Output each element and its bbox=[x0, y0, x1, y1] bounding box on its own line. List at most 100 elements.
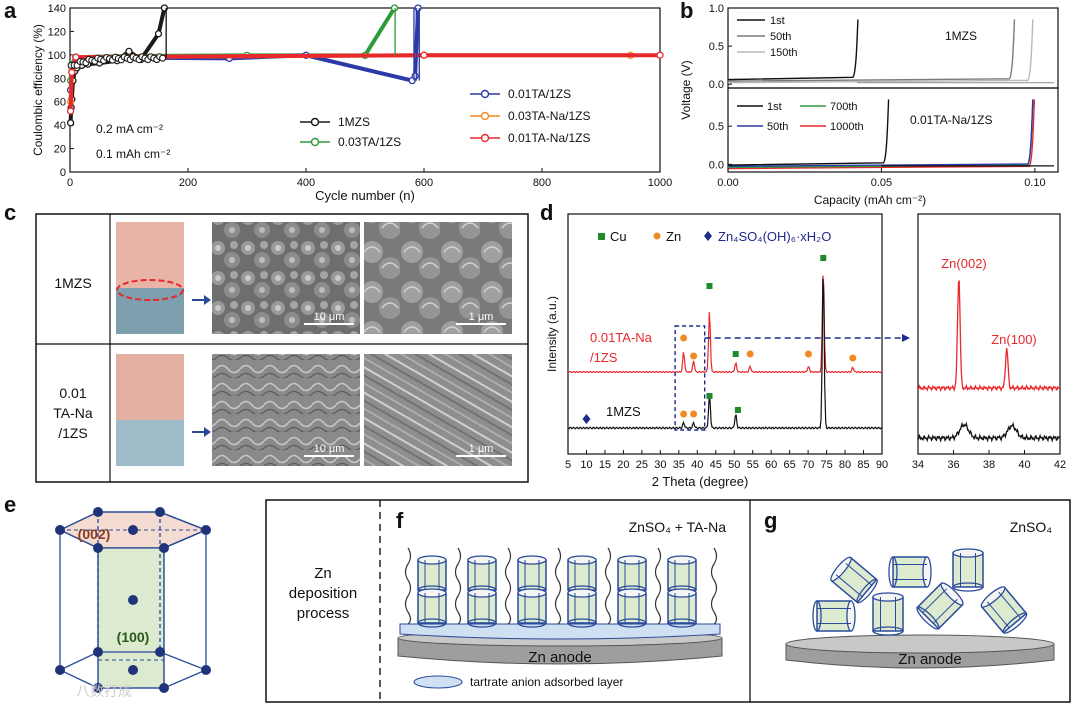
hex-prism-body bbox=[816, 600, 852, 632]
chart-d-frame bbox=[567, 213, 883, 455]
chart-d-inset-red-line bbox=[917, 279, 1061, 393]
panel-label-g: g bbox=[764, 508, 778, 533]
process-label: process bbox=[297, 605, 350, 622]
hex-prism-body bbox=[417, 592, 447, 624]
peak-marker-zn bbox=[680, 410, 688, 418]
legend-marker-zhs bbox=[704, 231, 712, 241]
hex-prism-body bbox=[617, 559, 647, 591]
atom-dot bbox=[93, 683, 103, 693]
chart-a-legend-label: 0.03TA-Na/1ZS bbox=[508, 109, 590, 123]
panel-f-title: ZnSO₄ + TA-Na bbox=[629, 519, 727, 535]
hex-prism-body bbox=[892, 556, 928, 588]
hex-prism-body bbox=[467, 559, 497, 591]
panel-c-sem: 1MZS 0.01 TA-Na/1ZS 10 μm 1 μm 10 μm 1 μm bbox=[35, 213, 529, 483]
panel-g-title: ZnSO₄ bbox=[1010, 519, 1053, 535]
hex-prism-edge bbox=[922, 588, 948, 614]
atom-dot bbox=[128, 595, 138, 605]
sem-image bbox=[212, 222, 360, 334]
chart-d-xtick-label: 30 bbox=[654, 459, 666, 471]
chart-d-xtick-label: 50 bbox=[728, 459, 740, 471]
hex-prism-top bbox=[617, 555, 647, 565]
chart-a-xtick-label: 800 bbox=[533, 177, 551, 189]
chart-a-legend-marker bbox=[480, 89, 490, 99]
hex-prism-body bbox=[872, 596, 904, 632]
chart-b-series-line bbox=[727, 19, 1016, 82]
hex-prism bbox=[812, 600, 856, 632]
peak-marker-cu bbox=[706, 393, 713, 399]
chart-d-legend-label: Zn bbox=[666, 229, 681, 244]
panel-label-f: f bbox=[396, 508, 404, 533]
chart-d-xtick-label: 65 bbox=[784, 459, 796, 471]
hex-prism-body bbox=[517, 592, 547, 624]
hex-prism-top bbox=[667, 555, 697, 565]
atom-dot bbox=[201, 665, 211, 675]
chart-a-series-band bbox=[68, 53, 660, 112]
hex-prism-top bbox=[617, 588, 647, 598]
hex-prism bbox=[617, 588, 647, 628]
hex-prism-top bbox=[417, 588, 447, 598]
adsorbed-layer-legend-icon bbox=[413, 675, 463, 689]
panel-e-crystal: (002) (100) 八数打成 bbox=[55, 507, 211, 699]
peak-marker-zn bbox=[690, 410, 698, 418]
chart-d-inset-peak-label: Zn(002) bbox=[941, 256, 987, 271]
arrow-right-icon bbox=[902, 334, 910, 342]
chart-a-point bbox=[72, 53, 80, 61]
chart-b-legend-label: 150th bbox=[770, 47, 798, 59]
hex-prism bbox=[467, 555, 497, 595]
hex-prism bbox=[517, 555, 547, 595]
hex-prism bbox=[417, 588, 447, 628]
chart-b-legend-label: 1st bbox=[770, 15, 785, 27]
chart-a-point bbox=[66, 119, 75, 127]
watermark-text: 八数打成 bbox=[76, 683, 132, 699]
hex-prism bbox=[567, 555, 597, 595]
chart-d-series-line bbox=[567, 275, 883, 374]
chart-a: 0 200 400 600 800 1000 0 20 40 60 80 100 120 140 Cycle… bbox=[31, 3, 672, 203]
chart-d-inset-xtick-label: 38 bbox=[983, 459, 995, 471]
zoom-selection-box bbox=[674, 325, 706, 431]
hex-prism bbox=[667, 555, 697, 595]
chart-b-series-line bbox=[727, 99, 890, 166]
hex-prism-top bbox=[417, 555, 447, 565]
chart-a-point bbox=[411, 72, 419, 80]
chart-a-note-current: 0.2 mA cm⁻² bbox=[96, 122, 163, 136]
hex-prism-top bbox=[872, 592, 904, 602]
chart-a-legend-marker bbox=[480, 111, 490, 121]
tartrate-chain bbox=[604, 547, 612, 625]
sem-scale-label: 10 μm bbox=[314, 311, 345, 323]
peak-marker-zn bbox=[804, 350, 812, 358]
chart-a-ytick-label: 20 bbox=[54, 144, 66, 156]
chart-d-xtick-label: 70 bbox=[802, 459, 814, 471]
chart-b-legend-label: 50th bbox=[770, 31, 791, 43]
hex-prism-body bbox=[980, 586, 1028, 634]
atom-dot bbox=[159, 543, 169, 553]
hex-prism bbox=[467, 588, 497, 628]
chart-b-xtick-label: 0.00 bbox=[717, 177, 738, 189]
chart-d-xtick-label: 5 bbox=[565, 459, 571, 471]
tartrate-chain bbox=[404, 547, 412, 625]
hex-prism-top bbox=[467, 588, 497, 598]
hex-prism bbox=[980, 586, 1028, 634]
panel-label-c: c bbox=[4, 200, 17, 225]
chart-a-legend-marker bbox=[310, 137, 320, 147]
chart-b-ytick-label: 1.0 bbox=[709, 3, 724, 15]
tartrate-chain bbox=[710, 547, 718, 625]
chart-a-ytick-label: 120 bbox=[48, 26, 66, 38]
chart-b-legend-label: 50th bbox=[767, 121, 788, 133]
hex-prism-bottom bbox=[812, 600, 822, 632]
chart-a-point bbox=[420, 51, 428, 59]
adsorbed-layer bbox=[399, 623, 721, 640]
chart-b-ytick-label: 0.0 bbox=[709, 159, 724, 171]
atom-dot bbox=[93, 507, 103, 517]
hex-prism bbox=[872, 592, 904, 636]
hex-face-label-100: (100) bbox=[117, 629, 150, 645]
hex-prism bbox=[888, 556, 932, 588]
chart-d-xtick-label: 45 bbox=[710, 459, 722, 471]
hex-prism-edge bbox=[986, 601, 1010, 629]
panel-c-border bbox=[35, 213, 529, 483]
peak-marker-zn bbox=[746, 350, 754, 358]
hex-prism bbox=[567, 588, 597, 628]
chart-d-ylabel: Intensity (a.u.) bbox=[545, 296, 559, 372]
chart-b-xtick-label: 0.10 bbox=[1024, 177, 1045, 189]
panel-label-b: b bbox=[680, 0, 694, 23]
chart-a-point bbox=[656, 51, 664, 59]
